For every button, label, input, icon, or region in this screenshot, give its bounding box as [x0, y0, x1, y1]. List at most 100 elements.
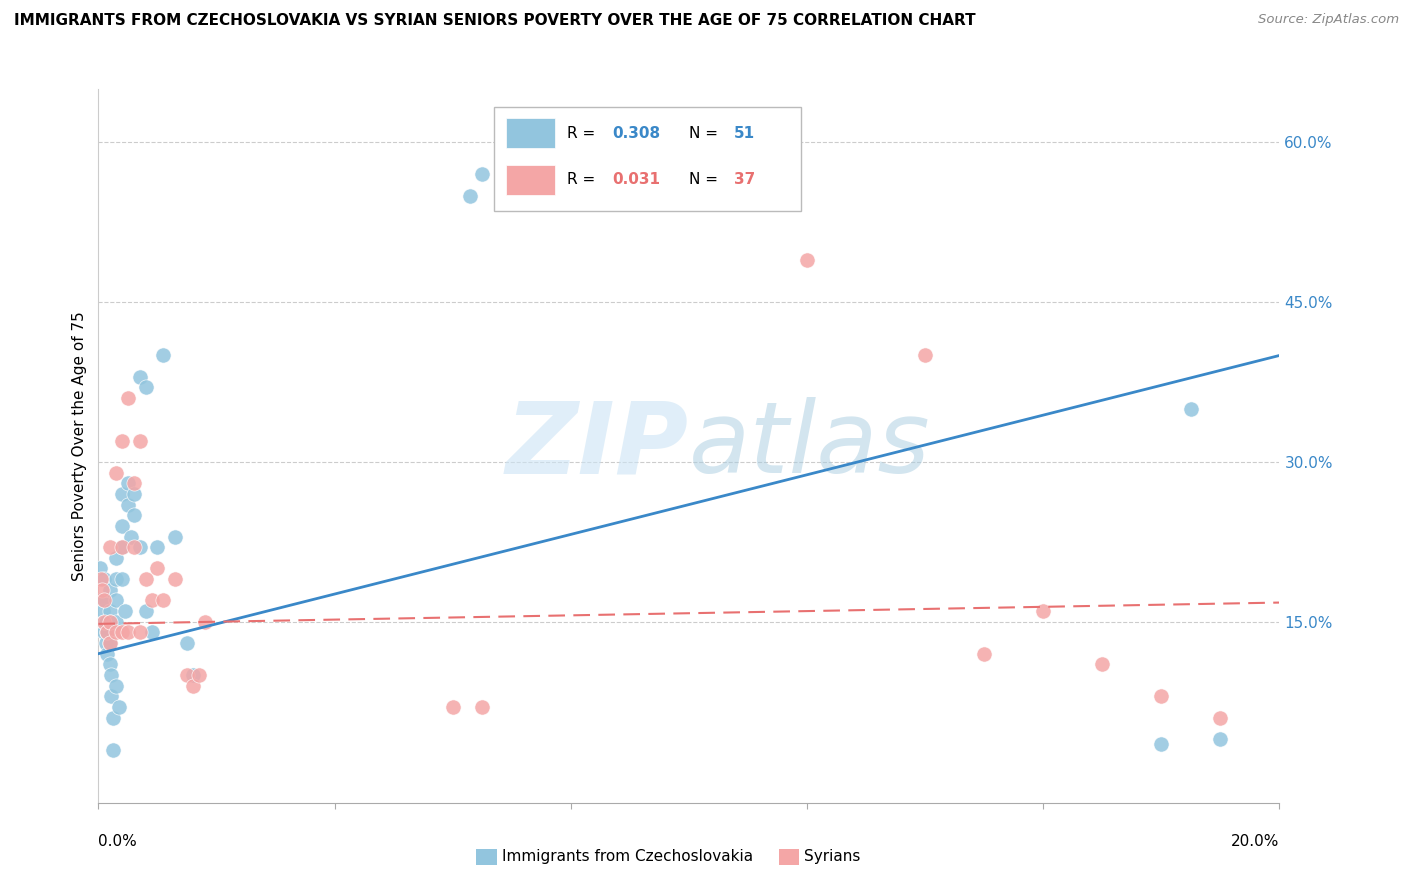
Text: 0.031: 0.031	[612, 172, 661, 187]
Text: ZIP: ZIP	[506, 398, 689, 494]
Point	[973, 647, 995, 661]
Point	[105, 593, 128, 607]
Point	[98, 540, 121, 554]
Text: 37: 37	[734, 172, 755, 187]
Point	[117, 476, 139, 491]
Text: 0.0%: 0.0%	[98, 834, 138, 849]
Point	[93, 615, 115, 629]
Point	[90, 593, 112, 607]
Point	[111, 540, 134, 554]
Point	[98, 604, 121, 618]
Point	[122, 487, 145, 501]
Point	[100, 668, 122, 682]
Point	[187, 668, 209, 682]
Point	[141, 625, 163, 640]
Point	[111, 540, 134, 554]
Point	[98, 636, 121, 650]
Point	[1209, 731, 1232, 746]
Text: N =: N =	[689, 172, 723, 187]
Text: R =: R =	[567, 172, 600, 187]
Y-axis label: Seniors Poverty Over the Age of 75: Seniors Poverty Over the Age of 75	[72, 311, 87, 581]
Point	[98, 582, 121, 597]
Point	[796, 252, 818, 267]
Point	[94, 615, 117, 629]
Point	[141, 593, 163, 607]
Point	[471, 700, 494, 714]
Point	[117, 625, 139, 640]
Point	[114, 604, 136, 618]
Point	[105, 625, 128, 640]
Point	[1091, 657, 1114, 672]
Point	[111, 572, 134, 586]
Point	[117, 498, 139, 512]
Point	[96, 625, 118, 640]
Point	[96, 647, 118, 661]
Point	[90, 572, 112, 586]
Text: N =: N =	[689, 126, 723, 141]
Point	[105, 679, 128, 693]
Point	[103, 742, 125, 756]
Point	[165, 572, 187, 586]
FancyBboxPatch shape	[506, 165, 555, 194]
Point	[105, 550, 128, 565]
Point	[120, 529, 142, 543]
Point	[93, 593, 115, 607]
Point	[91, 604, 114, 618]
Text: IMMIGRANTS FROM CZECHOSLOVAKIA VS SYRIAN SENIORS POVERTY OVER THE AGE OF 75 CORR: IMMIGRANTS FROM CZECHOSLOVAKIA VS SYRIAN…	[14, 13, 976, 29]
Point	[100, 690, 122, 704]
Text: Immigrants from Czechoslovakia: Immigrants from Czechoslovakia	[502, 849, 754, 863]
Point	[135, 380, 157, 394]
Point	[105, 615, 128, 629]
Point	[135, 572, 157, 586]
Point	[122, 508, 145, 523]
Point	[122, 476, 145, 491]
Point	[181, 668, 204, 682]
Point	[93, 625, 115, 640]
Point	[111, 625, 134, 640]
Point	[91, 582, 114, 597]
Point	[94, 636, 117, 650]
Point	[471, 168, 494, 182]
Point	[96, 625, 118, 640]
Bar	[477, 849, 496, 865]
Point	[181, 679, 204, 693]
Point	[128, 625, 150, 640]
Point	[93, 593, 115, 607]
Point	[194, 615, 217, 629]
Point	[105, 572, 128, 586]
Point	[1032, 604, 1054, 618]
Point	[1150, 690, 1173, 704]
Point	[152, 349, 174, 363]
Point	[152, 593, 174, 607]
Point	[914, 349, 936, 363]
Point	[1209, 710, 1232, 724]
Point	[93, 615, 115, 629]
Text: 0.308: 0.308	[612, 126, 661, 141]
Point	[98, 636, 121, 650]
Point	[1150, 737, 1173, 751]
Point	[460, 188, 482, 202]
Point	[117, 391, 139, 405]
Point	[98, 615, 121, 629]
Point	[111, 487, 134, 501]
Point	[105, 466, 128, 480]
Point	[165, 529, 187, 543]
Point	[122, 540, 145, 554]
Point	[103, 710, 125, 724]
Point	[1180, 401, 1202, 416]
Text: R =: R =	[567, 126, 600, 141]
Point	[89, 561, 111, 575]
Text: 20.0%: 20.0%	[1232, 834, 1279, 849]
Bar	[779, 849, 799, 865]
Point	[93, 572, 115, 586]
Point	[108, 700, 131, 714]
Point	[441, 700, 464, 714]
Point	[146, 561, 169, 575]
Text: Source: ZipAtlas.com: Source: ZipAtlas.com	[1258, 13, 1399, 27]
Point	[128, 540, 150, 554]
Text: 51: 51	[734, 126, 755, 141]
Text: atlas: atlas	[689, 398, 931, 494]
Point	[128, 434, 150, 448]
FancyBboxPatch shape	[494, 107, 801, 211]
Point	[176, 668, 198, 682]
